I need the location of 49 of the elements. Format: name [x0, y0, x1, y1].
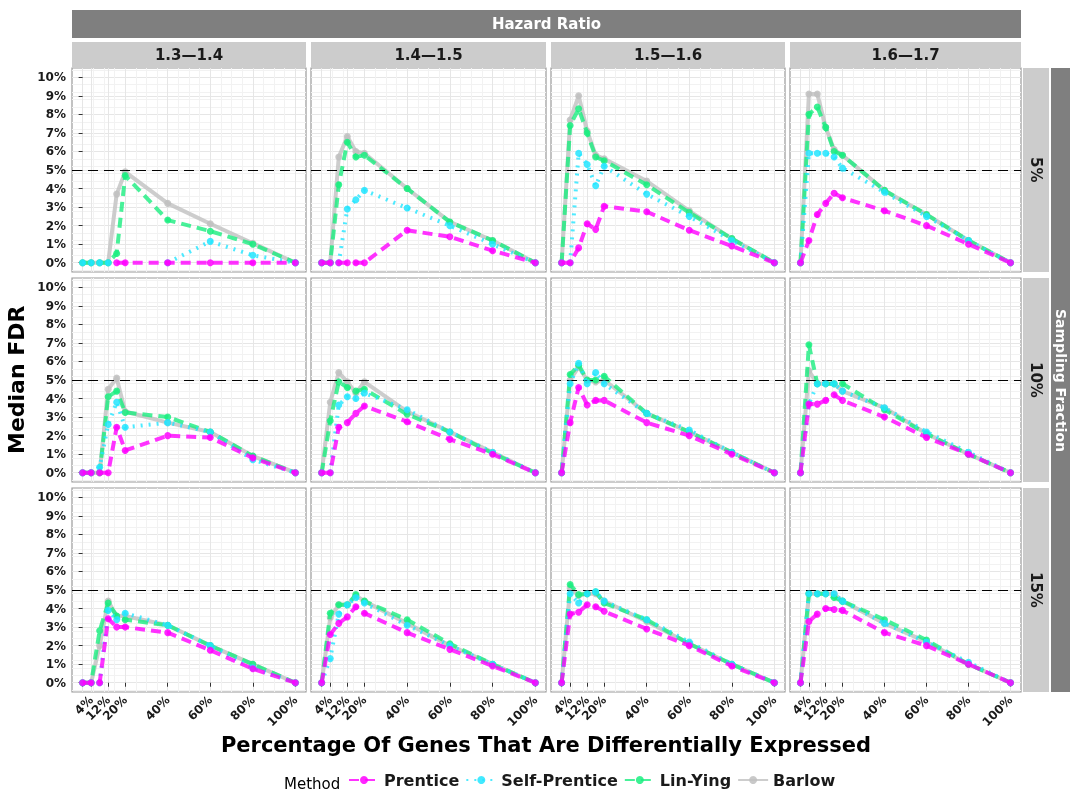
y-tick-label: 6%: [45, 354, 66, 369]
y-tick-label: 10%: [37, 490, 66, 505]
legend-label: Lin-Ying: [659, 770, 732, 790]
y-tick-label: 4%: [45, 181, 66, 196]
y-tick-label: 8%: [45, 317, 66, 332]
y-axis-title: Median FDR: [4, 304, 30, 457]
y-tick-label: 0%: [45, 675, 66, 690]
y-tick-label: 9%: [45, 508, 66, 523]
text: Sampling Fraction: [1051, 68, 1070, 692]
y-tick-label: 3%: [45, 410, 66, 425]
y-tick-label: 6%: [45, 144, 66, 159]
y-tick-label: 3%: [45, 200, 66, 215]
y-tick-label: 5%: [45, 373, 66, 387]
chart-title: 1.3—1.4: [72, 42, 306, 67]
chart-title: 1.6—1.7: [790, 42, 1021, 67]
y-tick-label: 4%: [45, 601, 66, 616]
y-tick-label: 5%: [45, 163, 66, 177]
y-tick-label: 9%: [45, 88, 66, 103]
y-tick-label: 0%: [45, 255, 66, 270]
legend-label: Barlow: [773, 770, 836, 790]
y-tick-label: 1%: [45, 657, 66, 672]
x-axis-title: Percentage Of Genes That Are Differentially Expressed: [219, 733, 873, 759]
y-tick-label: 6%: [45, 564, 66, 579]
y-tick-label: 10%: [37, 280, 66, 295]
y-tick-label: 1%: [45, 447, 66, 462]
y-tick-label: 5%: [45, 583, 66, 597]
legend-title: Method: [284, 775, 342, 795]
legend-label: Prentice: [384, 770, 460, 790]
legend-label: Self-Prentice: [501, 770, 618, 790]
y-tick-label: 2%: [45, 428, 66, 443]
y-tick-label: 7%: [45, 545, 66, 560]
y-tick-label: 8%: [45, 527, 66, 542]
y-tick-label: 9%: [45, 298, 66, 313]
y-tick-label: 2%: [45, 218, 66, 233]
y-tick-label: 4%: [45, 391, 66, 406]
y-tick-label: 7%: [45, 335, 66, 350]
text: Hazard Ratio: [72, 10, 1021, 38]
chart-title: 1.4—1.5: [311, 42, 546, 67]
chart-title: 1.5—1.6: [551, 42, 785, 67]
y-tick-label: 7%: [45, 125, 66, 140]
y2-axis-title: 10%: [1023, 278, 1049, 482]
y-tick-label: 10%: [37, 70, 66, 85]
y-tick-label: 3%: [45, 620, 66, 635]
y-tick-label: 1%: [45, 237, 66, 252]
y2-axis-title: 15%: [1023, 488, 1049, 692]
y-tick-label: 2%: [45, 638, 66, 653]
y2-axis-title: 5%: [1023, 68, 1049, 272]
y-tick-label: 0%: [45, 465, 66, 480]
y-tick-label: 8%: [45, 107, 66, 122]
